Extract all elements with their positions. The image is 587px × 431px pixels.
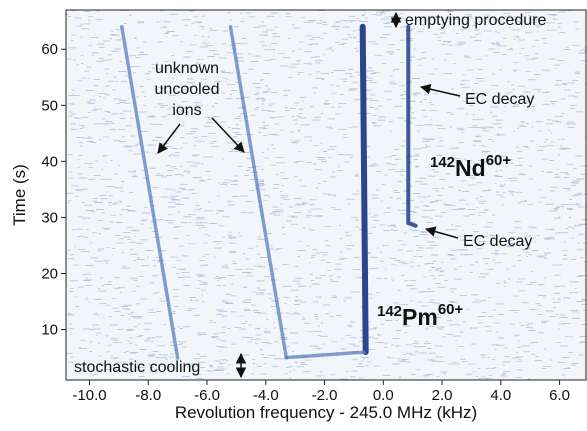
x-tick-label: 0.0: [373, 387, 394, 404]
unknown-label-line2: uncooled: [155, 81, 220, 98]
trace-cooled-line: [284, 350, 368, 360]
ec-lower-arrow: [424, 226, 459, 239]
y-tick-label: 30: [41, 209, 58, 226]
pm-charge: 60+: [438, 301, 464, 318]
ec-upper-label: EC decay: [465, 91, 534, 108]
nd-mass: 142: [430, 154, 455, 171]
ec-lower-label: EC decay: [463, 233, 532, 250]
y-tick-label: 20: [41, 265, 58, 282]
x-tick-label: 4.0: [490, 387, 511, 404]
y-tick-label: 40: [41, 153, 58, 170]
x-tick-label: -8.0: [135, 387, 161, 404]
trace-uncooled-2: [228, 25, 289, 360]
nd-symbol: Nd: [455, 155, 486, 181]
annotations: emptying procedure stochastic cooling un…: [74, 11, 547, 379]
trace-layer: [120, 23, 418, 360]
nd-ion-label: 142Nd60+: [430, 152, 511, 181]
x-axis-ticks: -10.0 -8.0 -6.0 -4.0 -2.0 0.0 2.0 4.0 6.0: [72, 380, 570, 404]
emptying-label: emptying procedure: [405, 12, 547, 29]
x-tick-label: -6.0: [194, 387, 220, 404]
x-tick-label: -10.0: [72, 387, 106, 404]
unknown-label-line1: unknown: [155, 60, 219, 77]
x-axis-label: Revolution frequency - 245.0 MHz (kHz): [175, 403, 477, 422]
trace-pm142: [359, 23, 369, 355]
trace-uncooled-1: [120, 25, 180, 360]
y-tick-label: 50: [41, 97, 58, 114]
ec-upper-arrow: [419, 84, 461, 97]
plot-background: [66, 10, 586, 380]
unknown-arrow-left: [157, 123, 181, 154]
trace-nd142: [406, 24, 418, 228]
plot-frame: [65, 9, 587, 381]
stochastic-label: stochastic cooling: [74, 359, 200, 376]
unknown-label-line3: ions: [172, 102, 201, 119]
pm-symbol: Pm: [402, 304, 438, 330]
pm-ion-label: 142Pm60+: [377, 301, 464, 330]
y-tick-label: 60: [41, 41, 58, 58]
pm-mass: 142: [377, 303, 402, 320]
x-tick-label: 6.0: [549, 387, 570, 404]
x-tick-label: 2.0: [432, 387, 453, 404]
nd-charge: 60+: [486, 152, 512, 169]
unknown-arrow-right: [211, 117, 245, 153]
y-axis-ticks: 10 20 30 40 50 60: [41, 41, 66, 339]
x-tick-label: -2.0: [312, 387, 338, 404]
y-axis-label: Time (s): [10, 164, 29, 226]
x-tick-label: -4.0: [253, 387, 279, 404]
y-tick-label: 10: [41, 322, 58, 339]
